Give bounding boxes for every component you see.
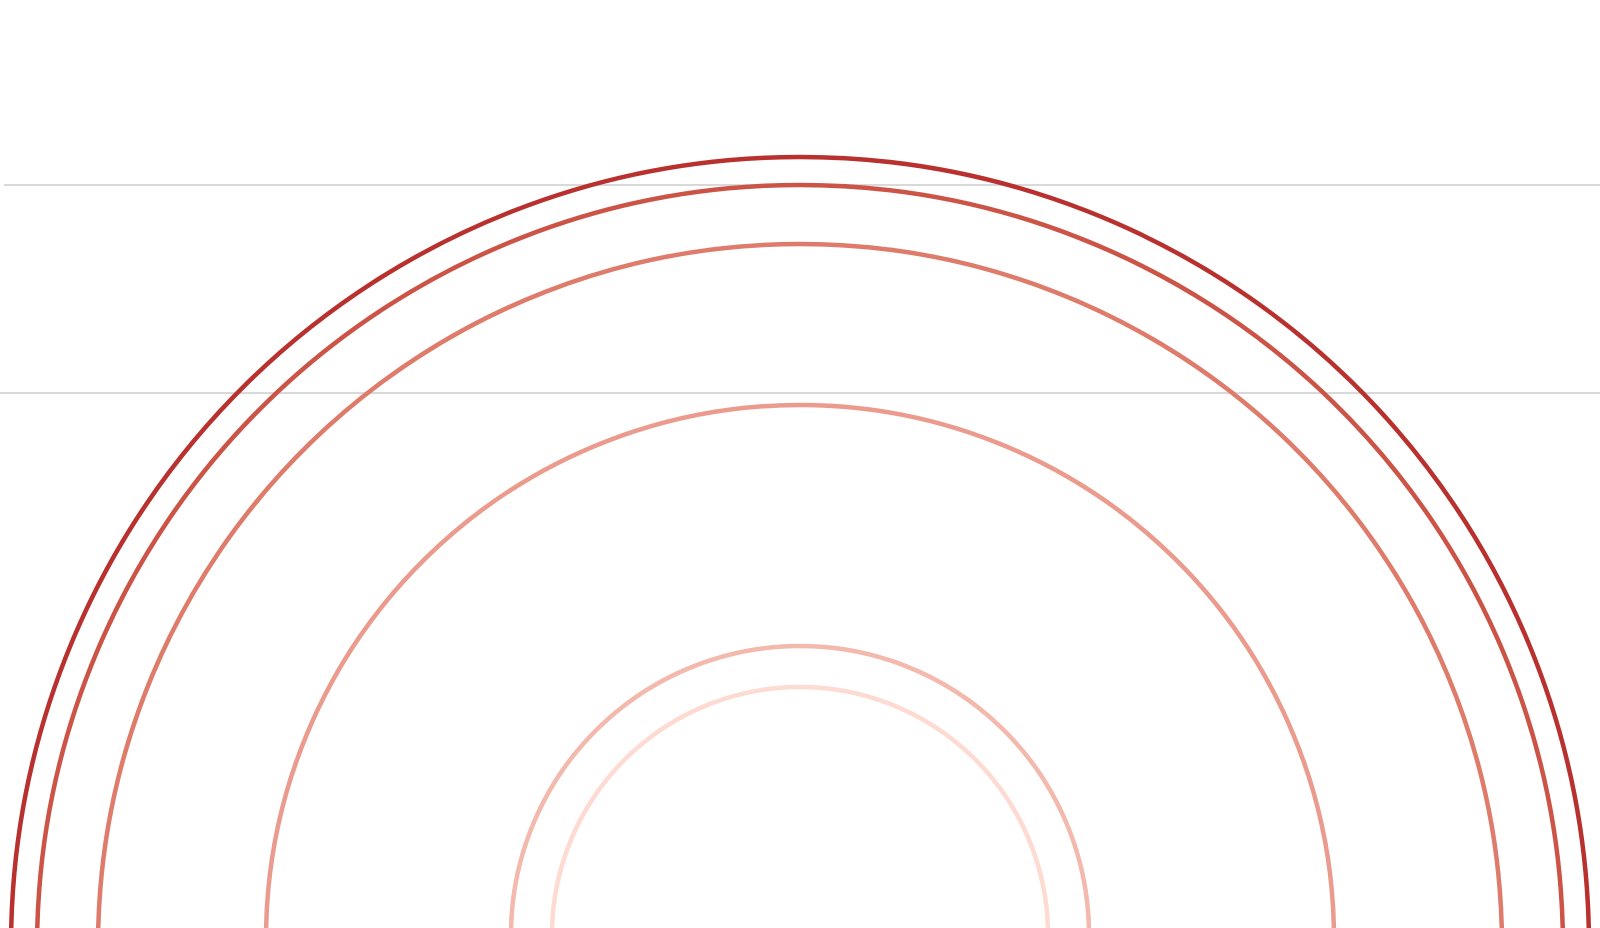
arc-3 bbox=[95, 241, 1505, 928]
arc-5 bbox=[508, 643, 1092, 928]
arc-group bbox=[8, 154, 1592, 928]
arc-4 bbox=[263, 402, 1337, 928]
arc-2 bbox=[35, 182, 1565, 928]
arc-innermost bbox=[549, 684, 1051, 928]
arc-outermost bbox=[8, 154, 1592, 928]
